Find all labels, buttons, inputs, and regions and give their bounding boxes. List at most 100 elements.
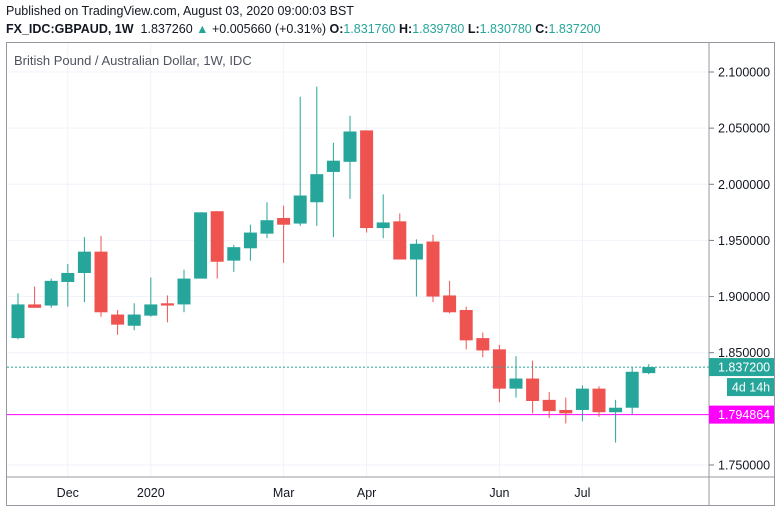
candle [642,364,656,375]
triangle-up-icon: ▲ [196,22,209,36]
candle [575,385,589,422]
candle [243,224,257,261]
high-value: 1.839780 [412,22,465,36]
candle [293,96,307,226]
candle [260,202,274,239]
candle [326,142,340,238]
candle-body [642,367,656,374]
candle [11,293,25,340]
candle [160,295,174,323]
open-value: 1.831760 [343,22,396,36]
candle [393,213,407,260]
x-tick-label: 2020 [137,486,165,500]
candle-body [61,272,75,282]
candle [492,344,506,403]
candle-body [492,349,506,389]
last-price: 1.837260 [140,22,193,36]
candle-body [227,247,241,261]
x-tick-label: Mar [273,486,295,500]
horizontal-line-label-bg [709,405,775,424]
candle-body [194,212,208,279]
candle [443,280,457,314]
candle-body [144,304,158,316]
candle [559,397,573,424]
candle-body [443,295,457,313]
candle-body [625,371,639,408]
y-tick-label: 1.900000 [718,290,770,304]
candle-body [609,407,623,413]
candle [144,277,158,317]
candle-body [459,310,473,341]
candle-body [326,160,340,172]
candle [277,205,291,263]
x-tick-label: Dec [57,486,79,500]
candle-body [575,388,589,410]
candle [111,310,125,335]
candle [77,237,91,303]
candle-body [28,304,42,308]
candle [609,399,623,443]
open-label: O: [329,22,344,36]
candle [426,234,440,303]
candle-body [476,338,490,351]
candle-body [310,174,324,203]
candle-body [127,314,141,326]
candle-body [260,220,274,234]
chart-title: British Pound / Australian Dollar, 1W, I… [14,53,252,68]
candle-body [343,131,357,162]
close-value: 1.837200 [548,22,601,36]
y-tick-label: 2.000000 [718,178,770,192]
candle-body [160,303,174,306]
candle [409,239,423,297]
candle-body [509,378,523,389]
horizontal-line-label: 1.794864 [718,408,770,422]
last-price-label: 1.837200 [718,361,770,375]
last-price-label-bg [709,358,775,377]
candle [177,269,191,313]
candle [476,332,490,358]
candle [509,356,523,398]
candle-body [376,222,390,229]
symbol-name: FX_IDC:GBPAUD, 1W [6,22,134,36]
candle-body [360,130,374,229]
candle-body [177,278,191,305]
high-label: H: [398,22,413,36]
candle-body [393,221,407,260]
y-tick-label: 1.950000 [718,234,770,248]
candle-body [293,195,307,224]
price-change: +0.005660 (+0.31%) [212,22,326,36]
candle-body [243,232,257,249]
candle-body [77,251,91,273]
candle-body [44,280,58,306]
candle [376,194,390,239]
candle-body [526,378,540,401]
candle-body [542,399,556,412]
candle [592,386,606,417]
candle [526,360,540,414]
candle-body [111,314,125,325]
candle-body [559,409,573,414]
countdown-label-bg [727,378,775,397]
candle [625,367,639,415]
y-tick-label: 1.850000 [718,346,770,360]
candle [210,211,224,279]
y-tick-label: 2.100000 [718,66,770,80]
published-note: Published on TradingView.com, August 03,… [6,4,354,18]
candle [44,278,58,308]
x-tick-label: Jul [574,486,590,500]
candle [343,115,357,199]
candle [360,130,374,233]
candle-body [11,304,25,339]
x-tick-label: Jun [489,486,509,500]
symbol-legend: FX_IDC:GBPAUD, 1W 1.837260 ▲ +0.005660 (… [6,22,601,36]
candle [127,303,141,331]
x-tick-label: Apr [357,486,376,500]
countdown-label: 4d 14h [732,381,770,395]
candle [227,244,241,272]
candle [61,263,75,307]
candle [459,306,473,350]
candle-body [277,217,291,225]
candle [542,391,556,418]
candle-body [426,241,440,297]
